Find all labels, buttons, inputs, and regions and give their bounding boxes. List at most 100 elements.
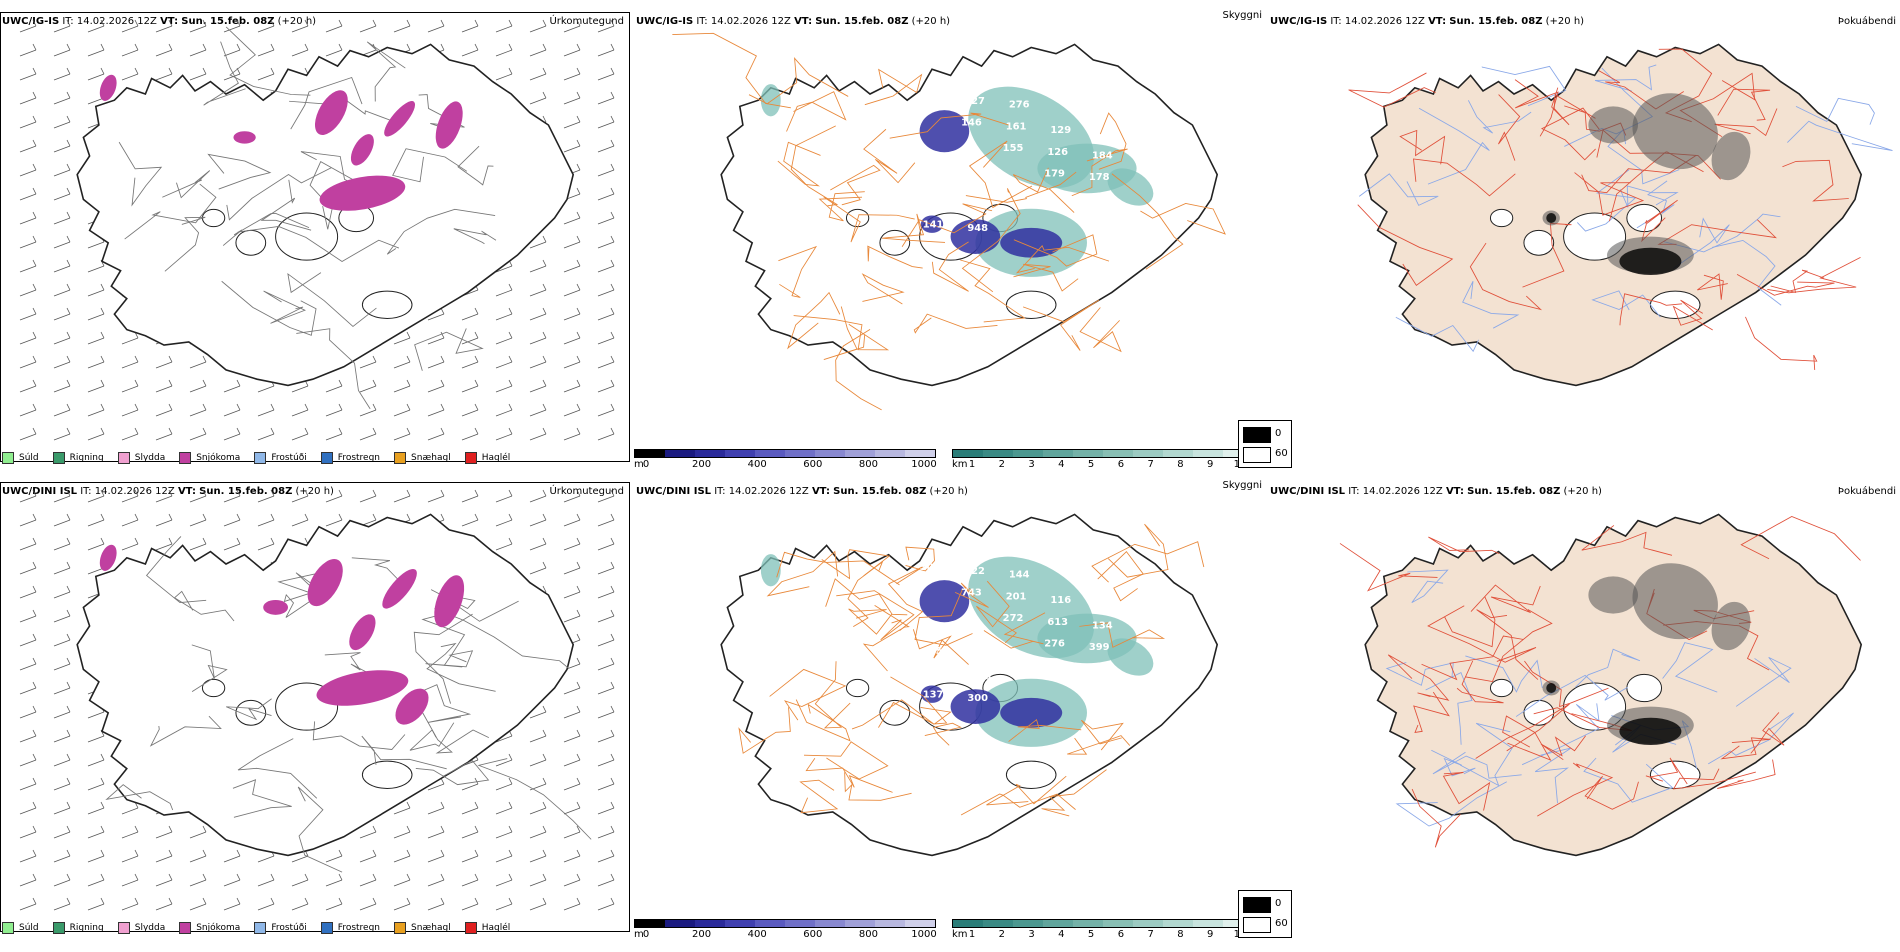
shaded-area [307, 559, 343, 607]
visibility-tick-label: 1 [968, 929, 976, 940]
wind-barb [121, 831, 139, 839]
visibility-map: 133 146 155 179 154 141 127 161 126 178 123 948 276 1… [672, 32, 1226, 411]
wind-barb [87, 831, 105, 839]
road-line [221, 280, 317, 336]
visibility-value-label: 276 [1044, 638, 1065, 649]
precip-legend-label: Rigning [69, 453, 104, 463]
wind-barb [53, 879, 71, 887]
wind-barb [495, 543, 513, 551]
wind-barb [529, 783, 547, 791]
wind-barb [87, 25, 105, 33]
ceiling-color-step [665, 920, 695, 927]
wind-barb [19, 217, 37, 225]
lead-time: (+20 h) [929, 486, 968, 497]
precip-legend-label: Súld [19, 453, 39, 463]
visibility-map: 308 743 272 276 120 137 122 201 613 399 165 300 144 1… [720, 513, 1219, 857]
precip-legend-item: Haglél [464, 922, 510, 934]
road-line [1576, 169, 1637, 232]
wind-barb [393, 337, 411, 345]
road-line [803, 741, 889, 780]
precip-legend-label: Frostregn [337, 923, 381, 933]
wind-barb [359, 855, 377, 863]
wind-barb [19, 543, 37, 551]
wind-barb [223, 73, 241, 81]
visibility-color-step [1163, 450, 1193, 457]
wind-barb [529, 735, 547, 743]
road-line [1717, 88, 1771, 121]
wind-barb [461, 783, 479, 791]
road-line [1481, 65, 1567, 107]
wind-barb [359, 385, 377, 393]
wind-barb [223, 409, 241, 417]
fog-legend: 0 60 [1238, 420, 1292, 468]
shaded-area [1107, 168, 1154, 206]
wind-barb [393, 879, 411, 887]
wind-barb [427, 807, 445, 815]
road-line [1534, 747, 1572, 804]
wind-barb [563, 73, 581, 81]
wind-barb [223, 49, 241, 57]
wind-barb [257, 385, 275, 393]
road-line [793, 315, 890, 351]
visibility-color-step [1043, 450, 1073, 457]
visibility-value-label: 399 [1089, 642, 1110, 653]
road-line [237, 225, 400, 262]
panel-title: UWC/IG-IS IT: 14.02.2026 12Z VT: Sun. 15… [2, 16, 316, 27]
glacier-outline [1489, 678, 1514, 698]
wind-barb [189, 495, 207, 503]
road-line [960, 259, 1026, 323]
wind-barb [597, 639, 615, 647]
road-line [848, 608, 893, 635]
road-line [821, 549, 891, 580]
road-line [965, 171, 1077, 203]
wind-barb [189, 25, 207, 33]
wind-barb [53, 543, 71, 551]
ceiling-tick-label: 400 [747, 459, 767, 470]
wind-barb [19, 433, 37, 441]
wind-barb [155, 361, 173, 369]
ceiling-tick-label: 600 [803, 459, 823, 470]
ceiling-color-step [755, 450, 785, 457]
road-line [1456, 660, 1504, 704]
wind-barb [325, 519, 343, 527]
shaded-area [395, 688, 429, 725]
road-line [1522, 222, 1572, 288]
ceiling-color-step [815, 450, 845, 457]
road-line [738, 707, 791, 754]
wind-barb [121, 337, 139, 345]
visibility-tick-label: 8 [1177, 929, 1184, 940]
wind-barb [427, 313, 445, 321]
road-line [1540, 107, 1600, 161]
wind-barb [257, 49, 275, 57]
wind-barb [291, 855, 309, 863]
wind-barb [53, 855, 71, 863]
valid-prefix: VT: [811, 486, 830, 497]
lead-time: (+20 h) [911, 16, 951, 27]
wind-barb [427, 495, 445, 503]
wind-barb [87, 97, 105, 105]
wind-barb [87, 903, 105, 911]
road-line [867, 245, 923, 269]
visibility-value-label: 137 [923, 689, 944, 700]
wind-barb [53, 807, 71, 815]
wind-barb [597, 289, 615, 297]
road-line [1079, 307, 1122, 353]
road-line [1357, 204, 1454, 286]
road-line [1067, 735, 1131, 755]
model-row: UWC/DINI ISL IT: 14.02.2026 12Z VT: Sun.… [0, 480, 1900, 952]
wind-barb [529, 97, 547, 105]
precip-legend-swatch [117, 452, 130, 464]
wind-barb [393, 433, 411, 441]
road-line [769, 668, 847, 721]
wind-barb [393, 831, 411, 839]
road-line [889, 112, 1010, 139]
panel-type-label: Skyggni [1222, 480, 1262, 491]
visibility-tick-label: 8 [1177, 459, 1184, 470]
shaded-area [263, 599, 288, 615]
glacier-outline [1626, 673, 1663, 703]
road-line [225, 26, 311, 96]
wind-barb [19, 169, 37, 177]
wind-barb [155, 903, 173, 911]
shaded-area [314, 90, 348, 135]
glacier-outline [201, 678, 226, 698]
